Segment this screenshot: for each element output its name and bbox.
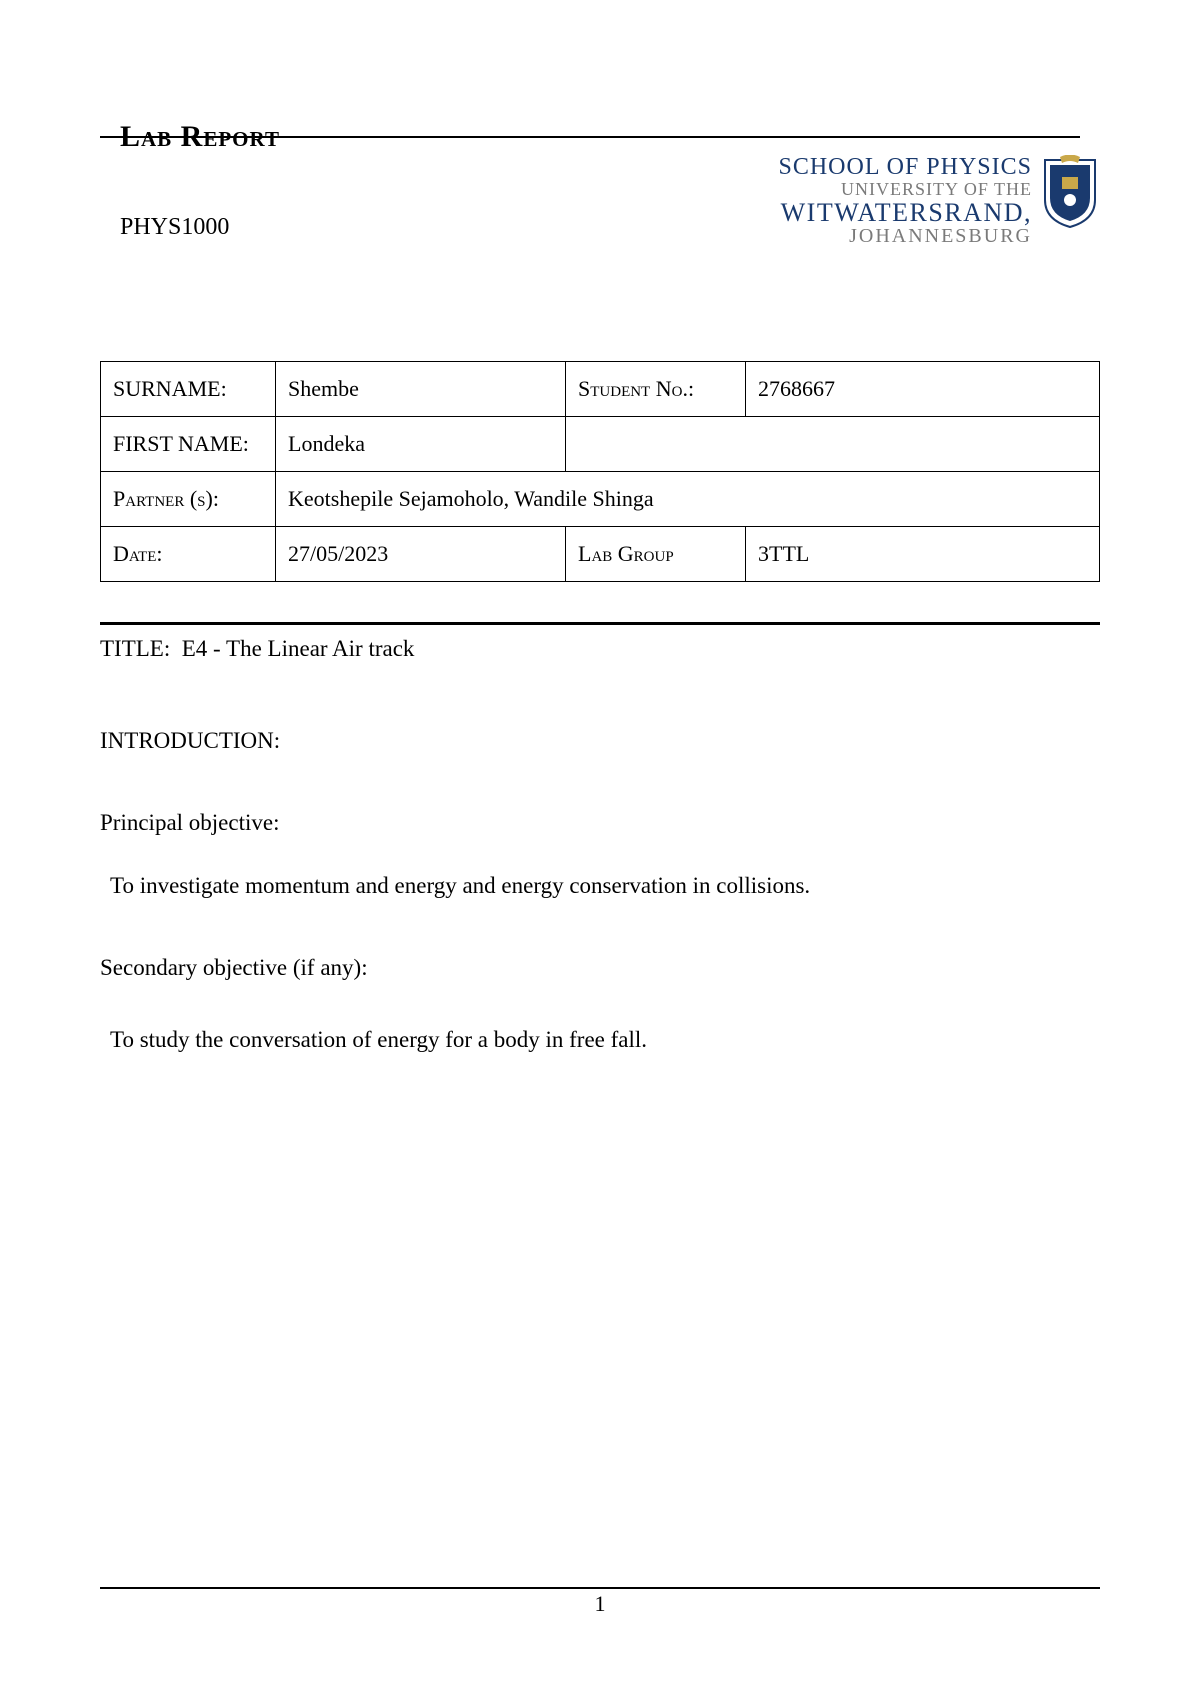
principal-objective-text: To investigate momentum and energy and e… [110,870,1100,902]
logo-line-2: UNIVERSITY OF THE [778,180,1032,199]
logo-line-3: WITWATERSRAND, [778,199,1032,226]
lab-group-label: Lab Group [566,527,746,582]
table-row: FIRST NAME: Londeka [101,417,1100,472]
footer-line [100,1587,1100,1589]
lab-group-value: 3TTL [746,527,1100,582]
partner-label: Partner (s): [101,472,276,527]
secondary-objective-text: To study the conversation of energy for … [110,1024,1100,1056]
student-no-label: Student No.: [566,362,746,417]
empty-cell [566,417,1100,472]
first-name-value: Londeka [276,417,566,472]
partner-value: Keotshepile Sejamoholo, Wandile Shinga [276,472,1100,527]
introduction-heading: INTRODUCTION: [100,725,1100,757]
title-label: TITLE: [100,636,170,661]
logo-line-1: SCHOOL OF PHYSICS [778,155,1032,180]
page: Lab Report SCHOOL OF PHYSICS UNIVERSITY … [0,0,1200,1697]
table-row: Date: 27/05/2023 Lab Group 3TTL [101,527,1100,582]
university-logo: SCHOOL OF PHYSICS UNIVERSITY OF THE WITW… [778,155,1100,247]
surname-value: Shembe [276,362,566,417]
surname-label: SURNAME: [101,362,276,417]
logo-line-4: JOHANNESBURG [778,226,1032,247]
header-section: Lab Report SCHOOL OF PHYSICS UNIVERSITY … [100,120,1100,241]
student-no-value: 2768667 [746,362,1100,417]
footer: 1 [100,1587,1100,1617]
principal-objective-label: Principal objective: [100,807,1100,839]
divider [100,622,1100,625]
table-row: SURNAME: Shembe Student No.: 2768667 [101,362,1100,417]
title-line: TITLE: E4 - The Linear Air track [100,633,1100,665]
crest-icon [1040,155,1100,230]
first-name-label: FIRST NAME: [101,417,276,472]
logo-text: SCHOOL OF PHYSICS UNIVERSITY OF THE WITW… [778,155,1032,247]
date-label: Date: [101,527,276,582]
student-info-table: SURNAME: Shembe Student No.: 2768667 FIR… [100,361,1100,582]
date-value: 27/05/2023 [276,527,566,582]
report-title: Lab Report [120,120,280,154]
title-value: E4 - The Linear Air track [182,636,415,661]
secondary-objective-label: Secondary objective (if any): [100,952,1100,984]
table-row: Partner (s): Keotshepile Sejamoholo, Wan… [101,472,1100,527]
page-number: 1 [100,1591,1100,1617]
